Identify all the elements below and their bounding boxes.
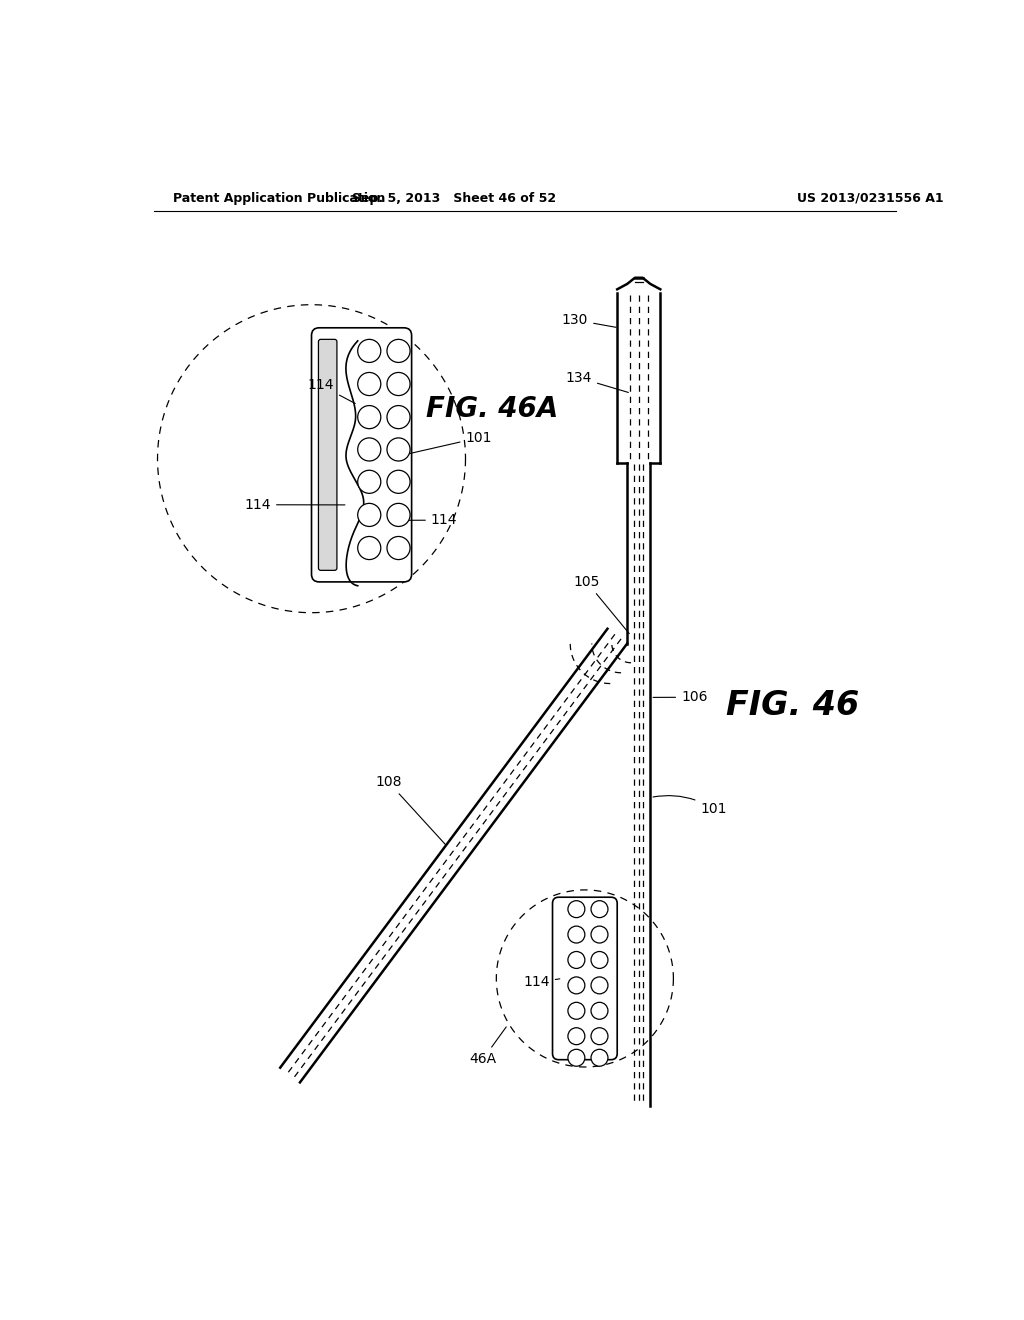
Circle shape (387, 470, 410, 494)
Circle shape (387, 339, 410, 363)
Circle shape (387, 372, 410, 396)
Circle shape (568, 1049, 585, 1067)
Text: Patent Application Publication: Patent Application Publication (173, 191, 385, 205)
Circle shape (568, 927, 585, 942)
Text: 101: 101 (407, 430, 492, 454)
Text: 114: 114 (523, 975, 560, 989)
Circle shape (568, 977, 585, 994)
Circle shape (387, 503, 410, 527)
Circle shape (568, 952, 585, 969)
FancyBboxPatch shape (311, 327, 412, 582)
Text: Sep. 5, 2013   Sheet 46 of 52: Sep. 5, 2013 Sheet 46 of 52 (352, 191, 556, 205)
Text: 46A: 46A (469, 1027, 506, 1067)
Text: 101: 101 (653, 796, 727, 816)
Circle shape (387, 438, 410, 461)
Circle shape (591, 1049, 608, 1067)
Circle shape (591, 900, 608, 917)
Text: 114: 114 (307, 379, 355, 404)
Text: 114: 114 (245, 498, 345, 512)
Circle shape (357, 339, 381, 363)
FancyBboxPatch shape (318, 339, 337, 570)
Circle shape (357, 470, 381, 494)
Circle shape (387, 405, 410, 429)
Circle shape (357, 536, 381, 560)
Circle shape (357, 503, 381, 527)
Text: FIG. 46A: FIG. 46A (426, 395, 558, 422)
Circle shape (591, 927, 608, 942)
Text: 130: 130 (562, 313, 616, 327)
Text: 134: 134 (565, 371, 629, 392)
Circle shape (357, 372, 381, 396)
Circle shape (591, 952, 608, 969)
Circle shape (387, 536, 410, 560)
Circle shape (357, 405, 381, 429)
Text: 105: 105 (573, 574, 630, 634)
Text: US 2013/0231556 A1: US 2013/0231556 A1 (797, 191, 943, 205)
Circle shape (568, 1002, 585, 1019)
Text: FIG. 46: FIG. 46 (726, 689, 859, 722)
Circle shape (591, 1028, 608, 1044)
Text: 114: 114 (404, 513, 458, 527)
Circle shape (568, 900, 585, 917)
Text: 108: 108 (375, 775, 446, 846)
FancyBboxPatch shape (553, 898, 617, 1060)
Circle shape (591, 1002, 608, 1019)
Circle shape (591, 977, 608, 994)
Text: 106: 106 (653, 690, 708, 705)
Circle shape (568, 1028, 585, 1044)
Circle shape (357, 438, 381, 461)
